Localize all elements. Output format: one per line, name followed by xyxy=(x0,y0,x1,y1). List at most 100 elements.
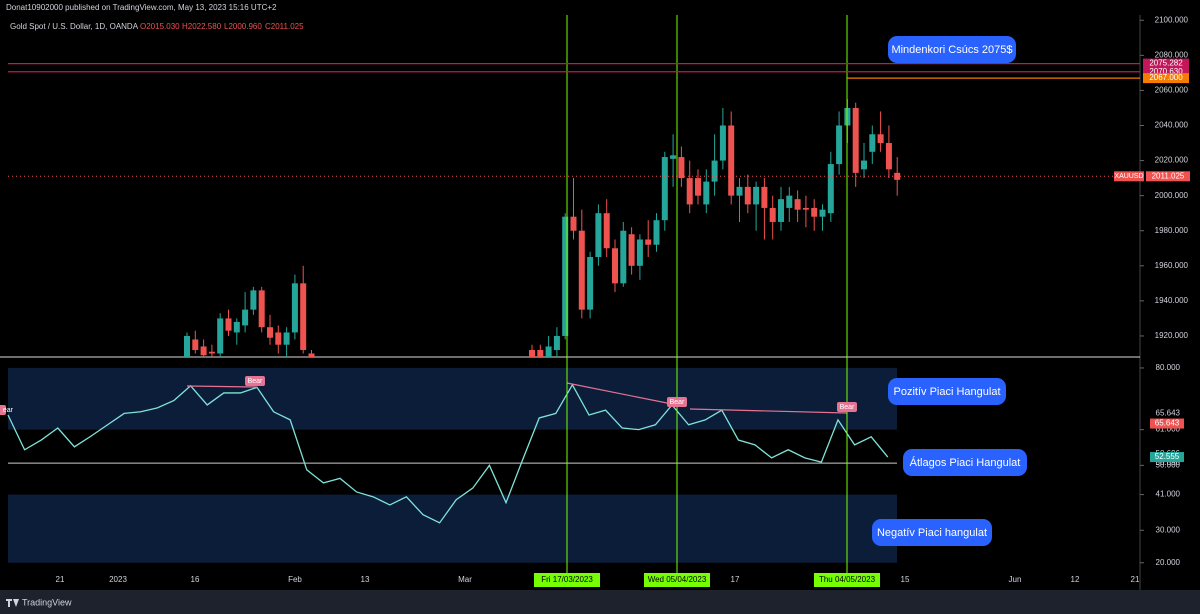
y-tick-label: 2040.000 xyxy=(1155,121,1189,130)
ohlc-open: O2015.030 xyxy=(140,22,180,31)
price-pane xyxy=(184,99,901,357)
publisher: Donat10902000 published on TradingView.c… xyxy=(6,3,277,12)
callout-text: Negatív Piaci hangulat xyxy=(877,527,987,539)
rsi-marker-badge xyxy=(1150,418,1184,429)
symbol-badge xyxy=(1114,171,1144,182)
rsi-tick-label: 30.000 xyxy=(1156,525,1181,534)
rsi-tick-label: 41.000 xyxy=(1156,490,1181,499)
time-label: 21 xyxy=(56,575,65,584)
bear-badge xyxy=(667,397,687,407)
candle-body xyxy=(184,335,190,357)
callout-box xyxy=(888,36,1016,63)
candle-body xyxy=(595,213,602,258)
time-label: 17 xyxy=(731,575,740,584)
candle-body xyxy=(628,234,635,266)
candle-body xyxy=(761,186,768,208)
candle-body xyxy=(587,257,594,310)
candle-body xyxy=(744,186,751,205)
level-badge xyxy=(1143,66,1189,77)
rsi-extra-label: 50.696 xyxy=(1156,458,1181,467)
divergence-line xyxy=(566,382,678,406)
candle-body xyxy=(300,283,307,350)
callout-box xyxy=(903,449,1027,476)
candle-body xyxy=(267,327,273,338)
candle-body xyxy=(678,157,685,179)
candle-body xyxy=(719,125,726,161)
candle-body xyxy=(529,349,535,357)
candle-body xyxy=(869,134,876,152)
time-label: Jun xyxy=(1009,575,1022,584)
candle-body xyxy=(736,186,743,196)
rsi-last-label: 52.555 xyxy=(1155,452,1180,461)
candle-body xyxy=(603,213,610,249)
level-badge xyxy=(1143,73,1189,84)
rsi-tick-label: 80.000 xyxy=(1156,363,1181,372)
y-tick-label: 1960.000 xyxy=(1155,261,1189,270)
level-label: 2067.000 xyxy=(1149,73,1183,82)
footer-bar xyxy=(0,590,1200,614)
overlays xyxy=(8,15,1140,575)
candle-body xyxy=(769,207,776,222)
candle-body xyxy=(192,339,199,350)
time-label: 13 xyxy=(361,575,370,584)
rsi-tick-label: 20.000 xyxy=(1156,558,1181,567)
ohlc-high: H2022.580 xyxy=(182,22,222,31)
divergence-line xyxy=(689,408,848,414)
level-badge xyxy=(1143,58,1189,69)
bear-label: Bear xyxy=(248,378,263,385)
candle-body xyxy=(570,216,577,231)
candle-body xyxy=(208,351,215,354)
date-badge xyxy=(644,573,710,587)
callout-box xyxy=(872,519,992,546)
candle-body xyxy=(852,107,859,173)
bear-badge xyxy=(0,405,6,415)
candle-body xyxy=(728,125,735,196)
time-label: Feb xyxy=(288,575,302,584)
date-badge xyxy=(814,573,880,587)
candle-body xyxy=(703,181,710,205)
rsi-tick-label: 50.000 xyxy=(1156,460,1181,469)
y-tick-label: 2060.000 xyxy=(1155,86,1189,95)
logo xyxy=(6,599,19,607)
candle-body xyxy=(661,157,668,221)
candle-body xyxy=(786,195,793,208)
time-label: Mar xyxy=(458,575,472,584)
candle-body xyxy=(308,353,315,357)
date-label: Thu 04/05/2023 xyxy=(819,575,876,584)
y-tick-label: 2100.000 xyxy=(1155,15,1189,24)
candle-body xyxy=(225,318,232,331)
last-label: 2011.025 xyxy=(1152,171,1185,180)
candle-body xyxy=(258,290,265,328)
time-label: 16 xyxy=(191,575,200,584)
candle-body xyxy=(894,172,901,180)
bear-label: Bear xyxy=(840,404,855,411)
symbol-label: XAUUSD xyxy=(1114,173,1143,180)
rsi-marker-label: 65.643 xyxy=(1155,419,1180,428)
candle-body xyxy=(217,318,224,354)
rsi-extra-label: 65.643 xyxy=(1156,409,1181,418)
ohlc-close: C2011.025 xyxy=(265,22,304,31)
bear-label: ear xyxy=(3,407,14,414)
footer-brand: TradingView xyxy=(22,597,72,607)
y-tick-label: 1980.000 xyxy=(1155,226,1189,235)
candle-body xyxy=(620,230,627,284)
divergence-line xyxy=(186,385,258,388)
candle-body xyxy=(275,332,282,345)
backgrounds xyxy=(8,367,897,563)
candle-body xyxy=(811,207,818,217)
date-label: Wed 05/04/2023 xyxy=(648,575,707,584)
candle-body xyxy=(291,283,298,333)
y-tick-label: 2020.000 xyxy=(1155,156,1189,165)
level-label: 2075.282 xyxy=(1149,59,1183,68)
callout-text: Mindenkori Csúcs 2075$ xyxy=(891,44,1012,56)
candle-body xyxy=(233,321,240,333)
level-label: 2070.630 xyxy=(1149,67,1183,76)
bear-label: Bear xyxy=(670,399,685,406)
time-label: 15 xyxy=(901,575,910,584)
y-tick-label: 2080.000 xyxy=(1155,50,1189,59)
symbol: Gold Spot / U.S. Dollar, 1D, OANDA xyxy=(10,22,139,31)
candle-body xyxy=(778,199,784,222)
candle-body xyxy=(645,239,652,245)
candle-body xyxy=(670,155,677,159)
